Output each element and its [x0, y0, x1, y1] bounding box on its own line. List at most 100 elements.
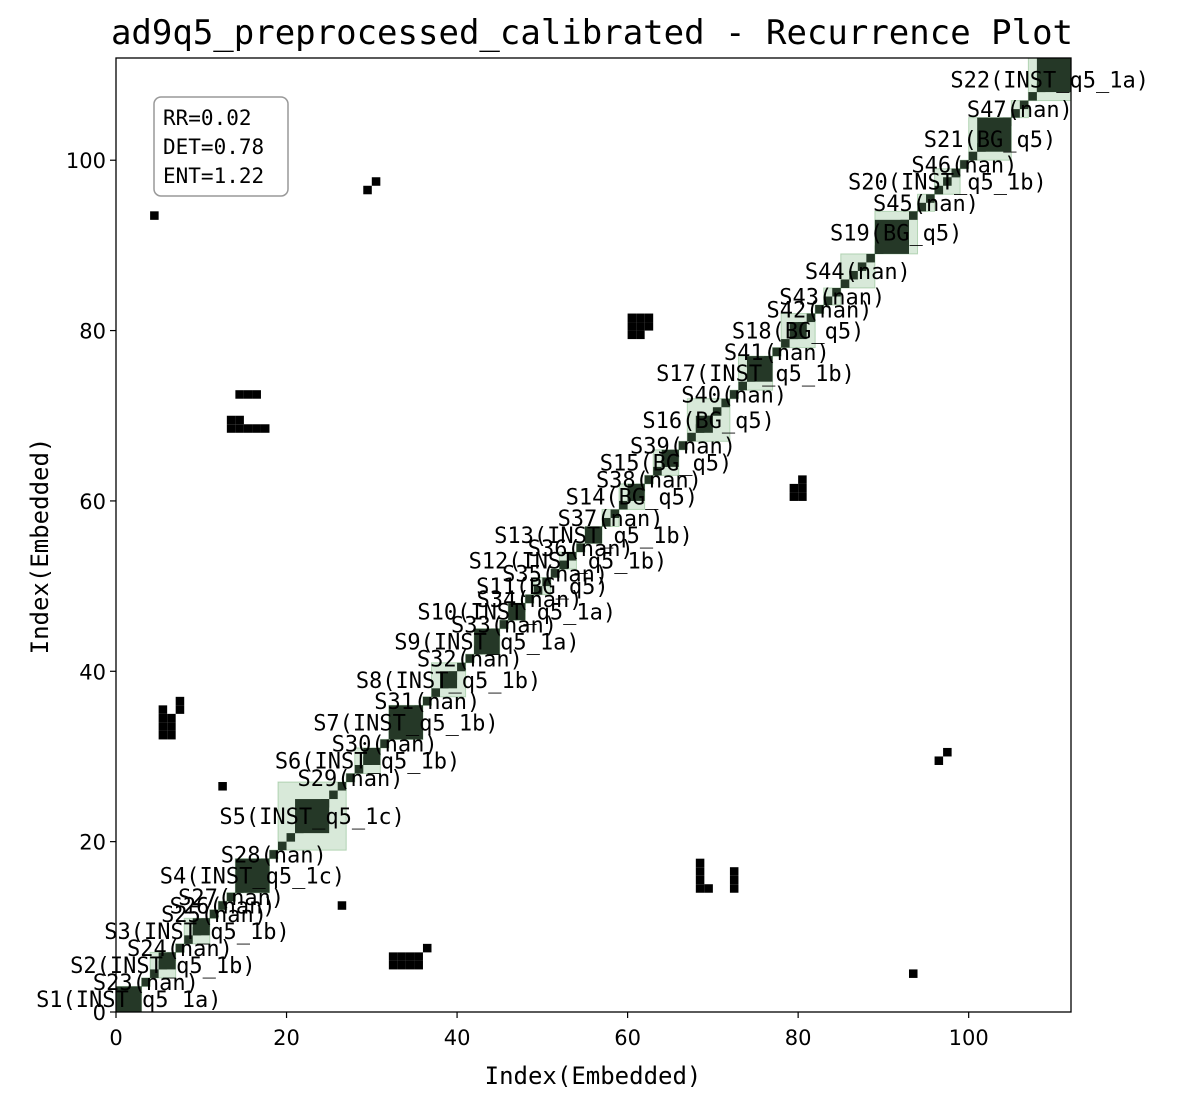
dense-block: [474, 628, 500, 655]
diagonal-point: [602, 517, 611, 527]
diagonal-point: [908, 211, 918, 220]
recurrence-point: [908, 969, 918, 978]
recurrence-point: [695, 875, 705, 885]
recurrence-point: [798, 475, 807, 484]
recurrence-point: [235, 390, 244, 399]
recurrence-point: [636, 330, 645, 340]
diagonal-point: [934, 185, 944, 195]
recurrence-point: [729, 867, 739, 876]
recurrence-point: [704, 884, 713, 893]
diagonal-point: [943, 177, 952, 186]
diagonal-point: [644, 475, 654, 484]
segment-label: S35(nan): [502, 562, 608, 587]
y-axis-ticks: 0 20 40 60 80 100: [66, 149, 116, 1025]
recurrence-point: [167, 730, 176, 740]
diagonal-point: [329, 790, 338, 800]
segment-label: S4(INST_q5_1c): [160, 865, 345, 890]
recurrence-point: [729, 875, 739, 885]
recurrence-point: [422, 943, 432, 953]
stat-det: DET=0.78: [163, 135, 264, 159]
diagonal-point: [286, 833, 296, 842]
recurrence-point: [260, 424, 270, 433]
x-axis-ticks: 0 20 40 60 80 100: [109, 1012, 989, 1050]
y-tick-label: 80: [79, 320, 106, 344]
diagonal-point: [150, 969, 159, 978]
diagonal-point: [917, 202, 927, 212]
segment-label: S15(BG_q5): [600, 452, 732, 477]
segment-label: S40(nan): [681, 383, 787, 408]
y-axis-label: Index(Embedded): [26, 438, 54, 655]
segment-label: S14(BG_q5): [566, 486, 698, 511]
recurrence-point: [798, 492, 807, 501]
segment-label: S41(nan): [724, 341, 830, 366]
y-tick-label: 60: [79, 490, 106, 514]
recurrence-point: [397, 960, 406, 970]
segment-label: S20(INST_q5_1b): [848, 171, 1047, 196]
dense-block: [440, 671, 458, 689]
recurrence-point: [695, 858, 705, 868]
segment-label: S24(nan): [127, 937, 233, 962]
diagonal-point: [772, 347, 782, 357]
y-tick-label: 40: [79, 660, 106, 684]
segment-label: S38(nan): [596, 469, 702, 494]
recurrence-point: [158, 722, 168, 731]
stat-ent: ENT=1.22: [163, 164, 264, 188]
diagonal-point: [849, 270, 858, 280]
segment-label: S2(INST_q5_1b): [70, 954, 255, 979]
diagonal-point: [550, 569, 560, 578]
recurrence-point: [627, 330, 637, 340]
segment-labels: S1(INST_q5_1a)S23(nan)S2(INST_q5_1b)S24(…: [36, 68, 1149, 1013]
diagonal-point: [610, 509, 620, 518]
recurrence-point: [226, 415, 236, 425]
diagonal-point: [542, 577, 551, 587]
diagonal-point: [278, 841, 287, 851]
x-tick-label: 20: [273, 1026, 300, 1050]
segment-label: S32(nan): [417, 648, 523, 673]
diagonal-point: [678, 441, 688, 450]
diagonal-point: [499, 620, 509, 629]
diagonal-point: [533, 586, 543, 595]
diagonal-point: [346, 773, 355, 783]
dense-block: [789, 322, 807, 340]
diagonal-point: [687, 432, 696, 442]
diagonal-point: [269, 850, 279, 859]
dense-block: [158, 952, 176, 970]
recurrence-point: [644, 313, 654, 323]
segment-label: S3(INST_q5_1b): [104, 920, 289, 945]
segment-label: S28(nan): [221, 843, 327, 868]
segment-label: S10(INST_q5_1a): [417, 601, 616, 626]
segment-label: S25(nan): [161, 903, 267, 928]
diagonal-point: [354, 764, 364, 774]
segment-label: S18(BG_q5): [732, 320, 864, 345]
dense-block: [508, 603, 526, 621]
plot-frame: [115, 57, 1072, 1013]
diagonal-point: [712, 407, 722, 416]
diagonal-point: [226, 892, 236, 902]
stats-box-frame: [153, 96, 289, 197]
dense-block: [235, 858, 270, 893]
recurrence-point: [405, 952, 415, 961]
stat-rr: RR=0.02: [163, 106, 252, 130]
segment-label: S19(BG_q5): [830, 222, 962, 247]
recurrence-point: [636, 313, 645, 323]
recurrence-point: [167, 713, 176, 723]
dense-block: [363, 747, 381, 765]
dense-block: [695, 415, 713, 433]
x-tick-label: 60: [614, 1026, 641, 1050]
dense-block: [584, 526, 603, 544]
diagonal-point: [457, 662, 466, 672]
recurrence-point: [943, 747, 952, 757]
recurrence-point: [158, 730, 168, 740]
segment-label: S46(nan): [911, 153, 1017, 178]
diagonal-point: [960, 160, 969, 169]
segment-label: S13(INST_q5_1b): [494, 524, 693, 549]
diagonal-point: [781, 339, 790, 348]
recurrence-point: [371, 177, 381, 186]
diagonal-point: [866, 253, 875, 263]
segment-label: S37(nan): [558, 507, 664, 532]
recurrence-point: [167, 722, 176, 731]
chart-title: ad9q5_preprocessed_calibrated - Recurren…: [111, 13, 1073, 53]
diagonal-point: [1011, 109, 1020, 118]
recurrence-point: [397, 952, 406, 961]
